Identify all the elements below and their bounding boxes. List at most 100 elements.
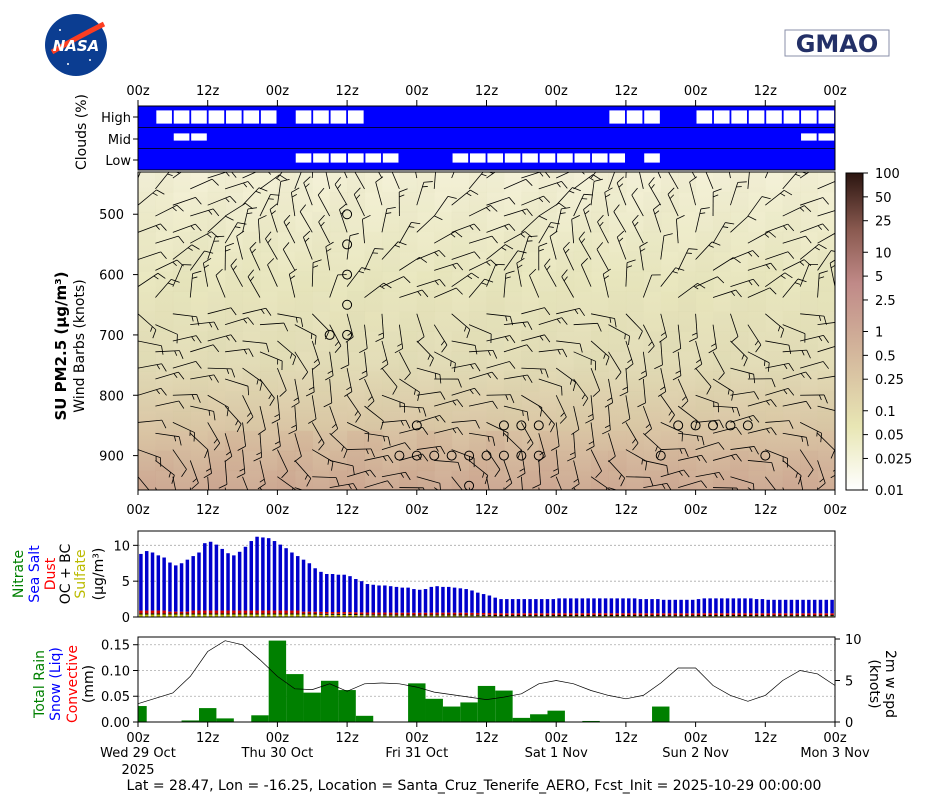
rain-bar bbox=[216, 718, 234, 722]
wind-barb bbox=[269, 203, 278, 233]
pm-cell bbox=[538, 430, 557, 452]
wind-barb bbox=[155, 324, 178, 344]
pm-cell bbox=[364, 311, 383, 332]
pm-cell bbox=[329, 351, 348, 372]
wind-barb bbox=[381, 419, 411, 429]
pm-cell bbox=[382, 331, 400, 351]
wind-barb bbox=[764, 476, 777, 490]
pm-cell bbox=[765, 231, 784, 253]
wind-barb bbox=[713, 487, 739, 490]
wind-barb bbox=[468, 324, 492, 343]
wind-barb bbox=[155, 432, 182, 446]
pm-cell bbox=[225, 371, 243, 391]
pm-cell bbox=[294, 251, 313, 273]
pm-cell bbox=[765, 172, 783, 192]
wind-barb bbox=[782, 205, 812, 217]
wind-barb bbox=[730, 446, 759, 455]
pm-cell bbox=[399, 191, 418, 213]
wind-barb bbox=[172, 172, 182, 179]
pm-cell bbox=[295, 192, 313, 212]
wind-barb bbox=[259, 378, 275, 406]
aerosol-bar bbox=[208, 541, 213, 617]
time-tick-label: 12z bbox=[614, 503, 638, 518]
wind-barb bbox=[242, 395, 254, 424]
pm-cell bbox=[312, 471, 330, 491]
pm-cell bbox=[469, 391, 487, 411]
aerosol-bar bbox=[359, 581, 364, 617]
wind-barb bbox=[573, 174, 601, 190]
pm-cell bbox=[294, 291, 313, 312]
pm-cell bbox=[277, 172, 296, 193]
wind-barb bbox=[249, 241, 261, 271]
wind-barb bbox=[544, 258, 557, 287]
calm-wind-marker bbox=[342, 239, 353, 250]
rain-bar bbox=[477, 685, 496, 722]
pm-cell bbox=[451, 371, 470, 392]
wind-barb bbox=[672, 324, 682, 354]
pm-cell bbox=[573, 211, 592, 233]
pm-cell bbox=[260, 311, 278, 331]
pm-cell bbox=[574, 311, 592, 331]
wind-barb bbox=[416, 476, 441, 490]
wind-barb bbox=[730, 391, 760, 400]
time-tick-label: 00z bbox=[266, 84, 290, 99]
pm-cell bbox=[329, 311, 348, 332]
wind-barb bbox=[765, 251, 795, 260]
pm-cell bbox=[643, 311, 661, 331]
pm-cell bbox=[765, 371, 784, 392]
aerosol-tick-label: 10 bbox=[113, 539, 130, 554]
wind-barb bbox=[590, 340, 610, 366]
wind-barb bbox=[207, 215, 234, 233]
pm-cell bbox=[329, 371, 348, 392]
pm-cell bbox=[660, 331, 679, 352]
pm-cell bbox=[347, 450, 366, 472]
wind-barb bbox=[608, 460, 626, 487]
calm-wind-marker bbox=[655, 450, 666, 461]
wind-barb bbox=[782, 278, 807, 298]
pm-cell bbox=[730, 470, 749, 490]
pm-cell bbox=[713, 431, 731, 451]
wind-barb bbox=[225, 378, 249, 396]
cloud-bar-high bbox=[626, 109, 644, 125]
wind-barb bbox=[434, 378, 462, 388]
wind-barb bbox=[520, 235, 538, 260]
pm-cell bbox=[330, 252, 348, 272]
aerosol-bar bbox=[197, 552, 201, 617]
time-tick-label: 00z bbox=[545, 84, 569, 99]
pm-cell bbox=[434, 291, 453, 312]
wind-barb bbox=[433, 172, 436, 189]
wind-barb bbox=[616, 230, 627, 260]
wind-barb bbox=[225, 317, 254, 326]
wind-barb bbox=[799, 263, 819, 287]
pm-cell bbox=[591, 371, 609, 392]
aerosol-bar bbox=[539, 599, 544, 617]
pm-cell bbox=[747, 311, 766, 332]
aerosol-bar bbox=[667, 599, 672, 617]
pm-cell bbox=[608, 232, 626, 252]
pm-cell bbox=[696, 172, 714, 192]
ocbc-label: OC + BC bbox=[58, 543, 74, 604]
pm-cell bbox=[399, 371, 418, 392]
wind-barb bbox=[695, 367, 712, 395]
time-tick-label: 00z bbox=[266, 731, 290, 746]
aerosol-bar bbox=[690, 599, 695, 617]
pm-cell bbox=[678, 191, 697, 213]
pm-cell bbox=[486, 172, 505, 193]
pm-cell bbox=[172, 391, 191, 412]
pm-cell bbox=[381, 371, 400, 392]
rain-bar bbox=[425, 698, 443, 722]
pm-cell bbox=[138, 371, 156, 392]
pm-cell bbox=[382, 192, 400, 212]
wind-barb bbox=[517, 449, 526, 479]
time-tick-label: 12z bbox=[475, 731, 499, 746]
cloud-bar-low bbox=[591, 152, 609, 164]
wind-barb bbox=[394, 324, 404, 354]
pm-cell bbox=[399, 351, 418, 372]
precip-tick-label: 0.10 bbox=[101, 664, 130, 679]
time-tick-label: 12z bbox=[196, 503, 220, 518]
pm-cell bbox=[660, 172, 679, 193]
pm-cell bbox=[765, 451, 783, 471]
wind-barb bbox=[817, 405, 835, 411]
pm-cell bbox=[155, 172, 174, 193]
pm-cell bbox=[556, 471, 574, 491]
